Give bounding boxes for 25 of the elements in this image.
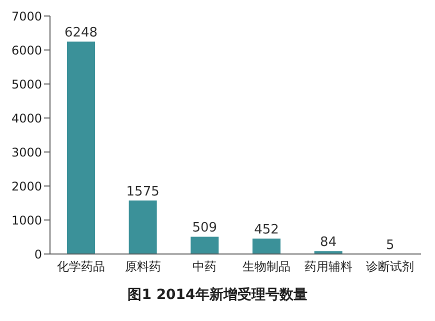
y-tick-label: 5000	[11, 77, 42, 92]
bar	[67, 42, 95, 254]
x-tick-label: 化学药品	[56, 260, 105, 274]
text: 图1 2014年新增受理号数量	[126, 286, 308, 304]
x-tick-label: 生物制品	[242, 260, 290, 274]
x-tick-label: 中药	[192, 260, 217, 274]
data-label: 1575	[126, 184, 160, 200]
y-tick-label: 2000	[11, 179, 42, 194]
y-tick-label: 0	[34, 247, 42, 262]
y-tick-label: 3000	[11, 145, 42, 160]
bar	[190, 236, 219, 254]
y-tick-label: 6000	[11, 43, 42, 58]
data-label: 452	[254, 222, 279, 238]
x-tick-label: 原料药	[124, 260, 161, 274]
y-tick-label: 7000	[11, 9, 42, 24]
x-tick-label: 诊断试剂	[366, 260, 414, 274]
bar	[252, 238, 280, 254]
data-label: 84	[320, 235, 337, 250]
data-label: 6248	[64, 26, 98, 41]
data-label: 5	[386, 238, 394, 253]
x-tick-label: 药用辅料	[304, 260, 352, 274]
y-tick-label: 1000	[11, 213, 42, 228]
data-label: 509	[192, 220, 218, 236]
y-tick-label: 4000	[11, 111, 42, 126]
bar	[128, 200, 157, 254]
